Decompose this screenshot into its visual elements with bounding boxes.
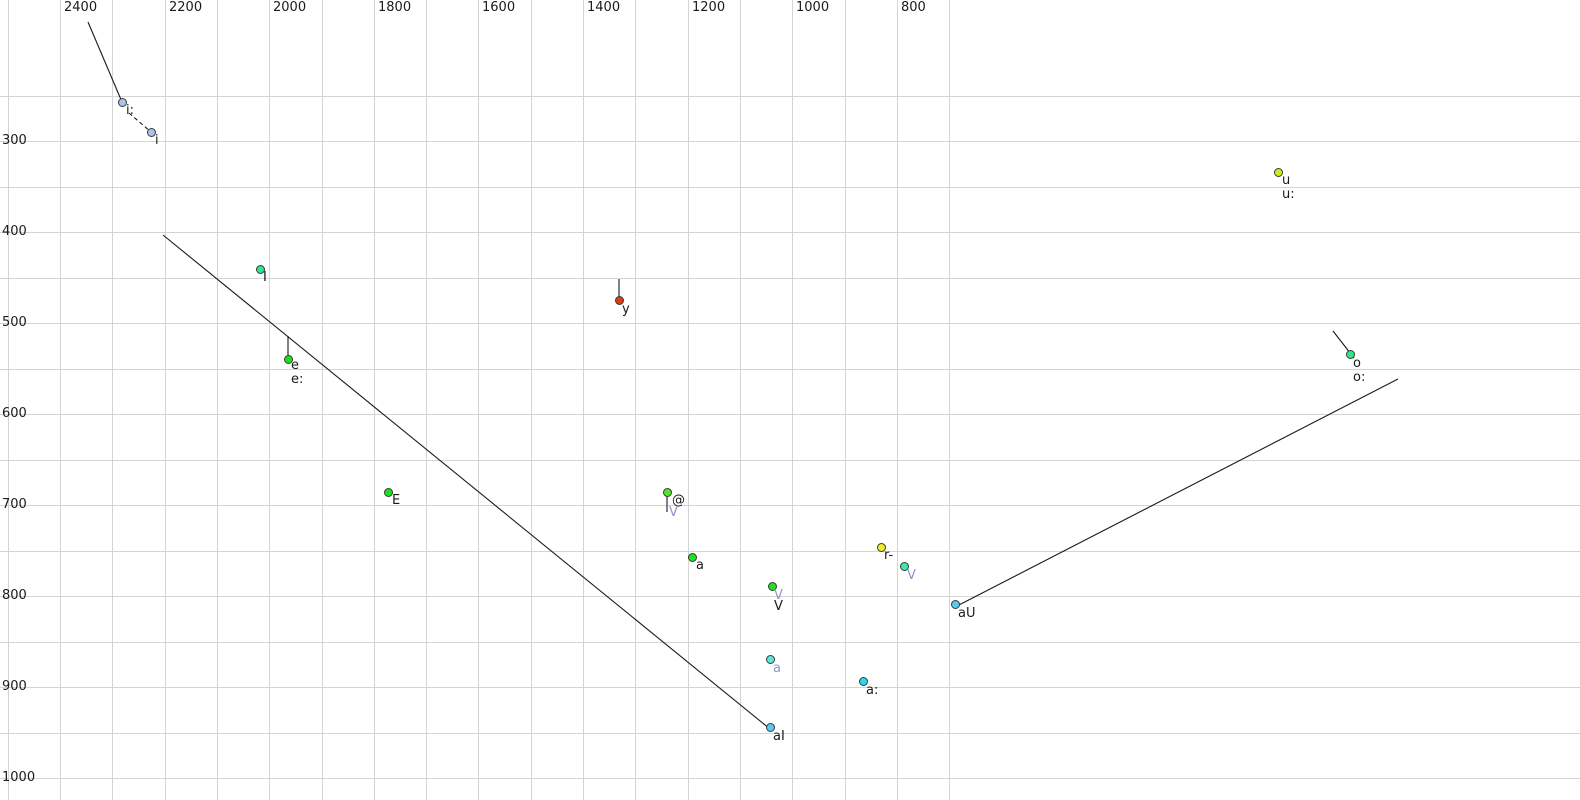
x-tick-label: 1600 xyxy=(482,0,516,15)
vowel-label: a: xyxy=(866,683,879,698)
vowel-label: I xyxy=(263,270,267,285)
vowel-label: V xyxy=(907,568,916,583)
vowel-label: i xyxy=(155,133,159,148)
y-tick-label: 900 xyxy=(2,679,27,694)
gridline-vertical xyxy=(478,0,479,800)
vowel-data-point[interactable] xyxy=(859,677,868,686)
vowel-data-point[interactable] xyxy=(118,98,127,107)
vowel-label: e: xyxy=(291,372,304,387)
y-tick-label: 700 xyxy=(2,497,27,512)
vowel-label: V xyxy=(774,588,783,603)
gridline-horizontal xyxy=(0,596,1580,597)
vowel-label: a xyxy=(773,661,781,676)
gridline-vertical xyxy=(740,0,741,800)
vowel-data-point[interactable] xyxy=(663,488,672,497)
vowel-data-point[interactable] xyxy=(900,562,909,571)
vowel-label: V xyxy=(669,505,678,520)
vowel-label: E xyxy=(392,493,401,508)
vowel-data-point[interactable] xyxy=(615,296,624,305)
gridline-vertical xyxy=(792,0,793,800)
vowel-data-point[interactable] xyxy=(766,723,775,732)
x-tick-label: 1000 xyxy=(796,0,830,15)
vowel-data-point[interactable] xyxy=(768,582,777,591)
gridline-vertical xyxy=(897,0,898,800)
vowel-label: aU xyxy=(958,606,976,621)
vowel-label: e xyxy=(291,358,299,373)
x-tick-label: 1800 xyxy=(378,0,412,15)
gridline-vertical xyxy=(583,0,584,800)
gridline-horizontal xyxy=(0,232,1580,233)
vowel-label: r- xyxy=(884,548,894,563)
x-tick-label: 2400 xyxy=(64,0,98,15)
vowel-label: o: xyxy=(1353,370,1366,385)
gridline-horizontal xyxy=(0,551,1580,552)
gridline-vertical xyxy=(531,0,532,800)
i-diphthong-trace xyxy=(87,21,123,103)
gridline-vertical xyxy=(426,0,427,800)
vowel-data-point[interactable] xyxy=(256,265,265,274)
gridline-horizontal xyxy=(0,460,1580,461)
x-tick-label: 1200 xyxy=(692,0,726,15)
gridline-vertical xyxy=(635,0,636,800)
gridline-horizontal xyxy=(0,187,1580,188)
vowel-data-point[interactable] xyxy=(1274,168,1283,177)
gridline-vertical xyxy=(374,0,375,800)
gridline-vertical xyxy=(269,0,270,800)
gridline-horizontal xyxy=(0,323,1580,324)
gridline-vertical xyxy=(217,0,218,800)
gridline-vertical xyxy=(60,0,61,800)
x-tick-label: 800 xyxy=(901,0,926,15)
vowel-label: V xyxy=(774,599,783,614)
gridline-horizontal xyxy=(0,505,1580,506)
y-tick-label: 500 xyxy=(2,315,27,330)
vowel-label: i: xyxy=(126,103,134,118)
y-tick-label: 1000 xyxy=(2,770,36,785)
y-tick-label: 800 xyxy=(2,588,27,603)
vowel-label: u xyxy=(1282,173,1291,188)
gridline-vertical xyxy=(165,0,166,800)
vowel-data-point[interactable] xyxy=(766,655,775,664)
gridline-horizontal xyxy=(0,687,1580,688)
gridline-horizontal xyxy=(0,369,1580,370)
gridline-vertical xyxy=(845,0,846,800)
gridline-horizontal xyxy=(0,96,1580,97)
gridline-horizontal xyxy=(0,642,1580,643)
gridline-vertical xyxy=(8,0,9,800)
gridline-vertical xyxy=(949,0,950,800)
x-tick-label: 2200 xyxy=(169,0,203,15)
vowel-label: @ xyxy=(672,493,685,508)
gridline-vertical xyxy=(688,0,689,800)
vowel-data-point[interactable] xyxy=(384,488,393,497)
y-tick-label: 300 xyxy=(2,133,27,148)
vowel-data-point[interactable] xyxy=(951,600,960,609)
vowel-data-point[interactable] xyxy=(147,128,156,137)
gridline-horizontal xyxy=(0,414,1580,415)
y-tick-label: 600 xyxy=(2,406,27,421)
vowel-label: u: xyxy=(1282,187,1295,202)
vowel-data-point[interactable] xyxy=(877,543,886,552)
vowel-label: aI xyxy=(773,729,785,744)
vowel-data-point[interactable] xyxy=(1346,350,1355,359)
y-tick-label: 400 xyxy=(2,224,27,239)
gridline-vertical xyxy=(112,0,113,800)
x-tick-label: 2000 xyxy=(273,0,307,15)
gridline-horizontal xyxy=(0,278,1580,279)
vowel-data-point[interactable] xyxy=(284,355,293,364)
gridline-horizontal xyxy=(0,778,1580,779)
vowel-label: o xyxy=(1353,356,1361,371)
vowel-data-point[interactable] xyxy=(688,553,697,562)
ai-long-trace xyxy=(162,234,771,730)
vowel-label: a xyxy=(696,558,704,573)
vowel-label: y xyxy=(622,302,630,317)
gridline-horizontal xyxy=(0,141,1580,142)
gridline-horizontal xyxy=(0,733,1580,734)
gridline-vertical xyxy=(322,0,323,800)
x-tick-label: 1400 xyxy=(587,0,621,15)
